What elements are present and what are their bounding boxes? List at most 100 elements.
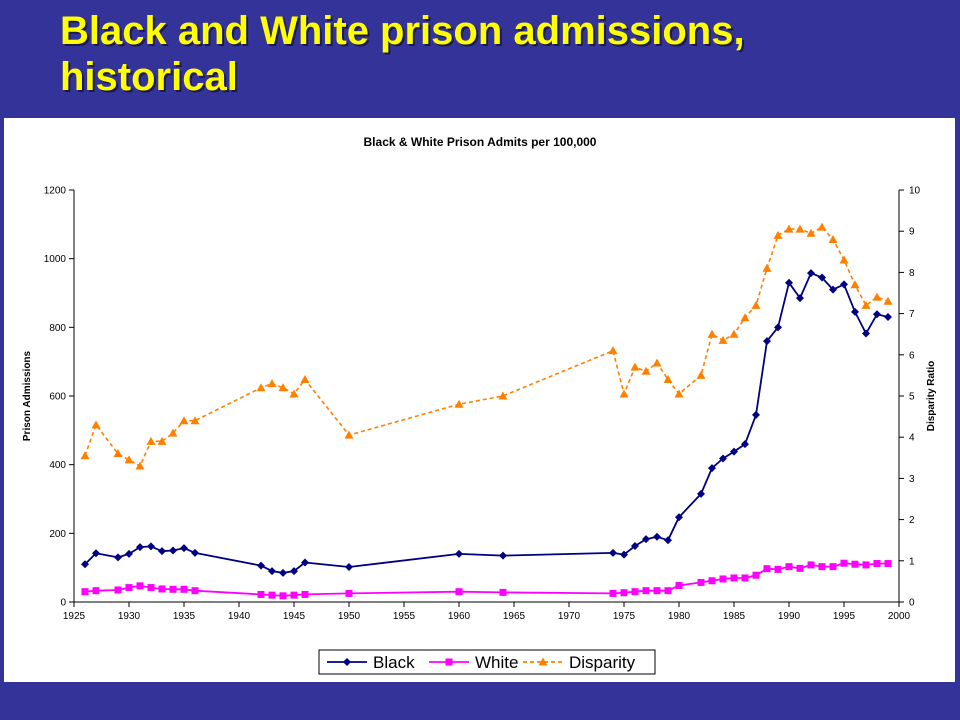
data-point-black [92, 549, 100, 558]
x-tick-label: 1935 [173, 611, 196, 622]
data-point-black [81, 560, 89, 569]
x-tick-label: 1945 [283, 611, 306, 622]
y-tick-label: 200 [49, 529, 66, 540]
data-point-white [653, 587, 661, 595]
data-point-white [455, 588, 463, 596]
data-point-disparity [300, 375, 310, 384]
data-point-black [147, 542, 155, 551]
data-point-disparity [157, 436, 167, 445]
legend-label-white: White [475, 653, 518, 672]
data-point-black [499, 551, 507, 560]
data-point-white [81, 588, 89, 596]
chart-title: Black & White Prison Admits per 100,000 [364, 135, 597, 149]
data-point-disparity [872, 292, 882, 301]
slide-title-line2: historical [60, 55, 238, 99]
x-tick-label: 1960 [448, 611, 471, 622]
data-point-white [169, 585, 177, 593]
data-point-disparity [707, 329, 717, 338]
data-point-disparity [498, 391, 508, 400]
y2-tick-label: 9 [909, 227, 915, 238]
data-point-white [147, 584, 155, 592]
data-point-disparity [839, 255, 849, 264]
y-tick-label: 400 [49, 460, 66, 471]
data-point-white [664, 587, 672, 595]
data-point-disparity [344, 430, 354, 439]
data-point-black [301, 558, 309, 567]
data-point-disparity [663, 375, 673, 384]
data-point-black [752, 410, 760, 419]
data-point-black [279, 568, 287, 577]
data-point-black [257, 561, 265, 570]
data-point-black [620, 550, 628, 559]
data-point-white [840, 559, 848, 567]
data-point-black [675, 513, 683, 522]
legend-entry-white: White [429, 653, 518, 672]
data-point-white [785, 563, 793, 571]
data-point-disparity [179, 416, 189, 425]
y2-tick-label: 10 [909, 186, 921, 197]
data-point-disparity [91, 420, 101, 429]
data-point-black [840, 280, 848, 289]
data-point-black [807, 269, 815, 278]
data-point-white [873, 560, 881, 568]
data-point-white [697, 578, 705, 586]
data-point-black [268, 567, 276, 576]
data-point-white [730, 574, 738, 582]
y2-tick-label: 2 [909, 515, 915, 526]
x-tick-label: 1930 [118, 611, 141, 622]
data-point-white [818, 563, 826, 571]
data-point-disparity [773, 230, 783, 239]
x-tick-label: 1995 [833, 611, 856, 622]
x-tick-label: 1950 [338, 611, 361, 622]
slide-title-line1: Black and White prison admissions, [60, 9, 745, 53]
data-point-disparity [784, 224, 794, 233]
x-tick-label: 1970 [558, 611, 581, 622]
data-point-disparity [806, 228, 816, 237]
data-point-white [268, 591, 276, 599]
data-point-disparity [124, 455, 134, 464]
data-point-black [191, 548, 199, 557]
data-point-disparity [608, 346, 618, 355]
data-point-disparity [80, 451, 90, 460]
data-point-disparity [267, 379, 277, 388]
data-point-white [752, 571, 760, 579]
data-point-white [257, 590, 265, 598]
data-point-black [884, 313, 892, 322]
y2-tick-label: 0 [909, 598, 915, 609]
data-point-white [290, 591, 298, 599]
data-point-black [829, 285, 837, 294]
y2-tick-label: 7 [909, 309, 915, 320]
data-point-disparity [113, 449, 123, 458]
data-point-disparity [146, 436, 156, 445]
y-tick-label: 1000 [44, 254, 67, 265]
legend-label-black: Black [373, 653, 415, 672]
data-point-white [279, 592, 287, 600]
data-point-white [136, 582, 144, 590]
data-point-black [785, 278, 793, 287]
x-tick-label: 1975 [613, 611, 636, 622]
legend-box [318, 649, 656, 675]
y-axis-label: Prison Admissions [22, 350, 33, 441]
y2-axis-label: Disparity Ratio [926, 361, 937, 432]
data-point-white [125, 584, 133, 592]
y-tick-label: 0 [60, 598, 66, 609]
data-point-disparity [861, 300, 871, 309]
data-point-black [642, 535, 650, 544]
series-disparity [80, 222, 893, 470]
legend-marker-white [445, 658, 453, 666]
data-point-disparity [762, 263, 772, 272]
data-point-white [158, 585, 166, 593]
x-tick-label: 1985 [723, 611, 746, 622]
data-point-white [763, 565, 771, 573]
data-point-black [158, 547, 166, 556]
data-point-disparity [718, 335, 728, 344]
data-point-black [114, 553, 122, 562]
data-point-black [818, 273, 826, 282]
data-point-white [180, 585, 188, 593]
data-point-disparity [454, 399, 464, 408]
x-tick-label: 1925 [63, 611, 86, 622]
data-point-disparity [674, 389, 684, 398]
chart-svg: Black & White Prison Admits per 100,000 … [22, 135, 937, 675]
data-point-white [114, 586, 122, 594]
data-point-white [807, 561, 815, 569]
